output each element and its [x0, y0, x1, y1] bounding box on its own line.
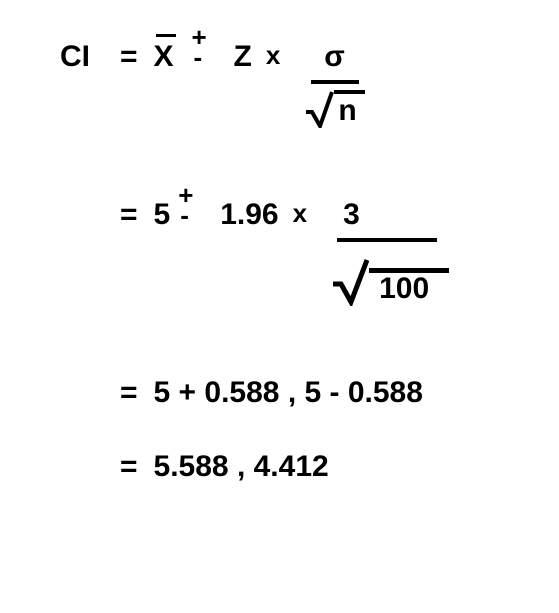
substitution-line: = 5 + - 1.96 x 3 100 [60, 198, 519, 306]
equals: = [120, 450, 138, 484]
radicand: 100 [369, 272, 443, 306]
expansion-text: 5 + 0.588 , 5 - 0.588 [154, 376, 423, 410]
ci-label: CI [60, 40, 120, 74]
n-letter: n [338, 94, 356, 127]
formula-line: CI = X + - Z x σ n [60, 40, 519, 128]
z-value: 1.96 [220, 198, 278, 232]
sigma: σ [324, 40, 345, 74]
vinculum [369, 268, 449, 273]
x-bar: X [154, 40, 174, 74]
fraction-bar [311, 80, 359, 84]
x-letter: X [154, 40, 174, 73]
times-sign: x [266, 40, 280, 71]
minus-sign: - [194, 42, 203, 73]
mean-value: 5 [154, 198, 171, 232]
numerator: 3 [343, 198, 360, 232]
z-letter: Z [234, 40, 252, 74]
radical-icon [304, 90, 334, 128]
equals: = [120, 376, 138, 410]
sqrt-100: 100 [331, 256, 443, 306]
vinculum [334, 90, 364, 94]
sigma-over-root-n: σ n [304, 40, 364, 128]
equals: = [120, 40, 138, 74]
radicand: n [334, 94, 364, 128]
sqrt-n: n [304, 90, 364, 128]
result-text: 5.588 , 4.412 [154, 450, 329, 484]
times-sign: x [293, 198, 307, 229]
expansion-line: = 5 + 0.588 , 5 - 0.588 [60, 376, 519, 410]
minus-sign: - [180, 200, 189, 231]
fraction: 3 100 [331, 198, 443, 306]
denominator: 100 [379, 272, 429, 305]
overbar [156, 34, 176, 37]
equals: = [120, 198, 138, 232]
radical-icon [331, 256, 369, 306]
fraction-bar [337, 238, 437, 242]
result-line: = 5.588 , 4.412 [60, 450, 519, 484]
